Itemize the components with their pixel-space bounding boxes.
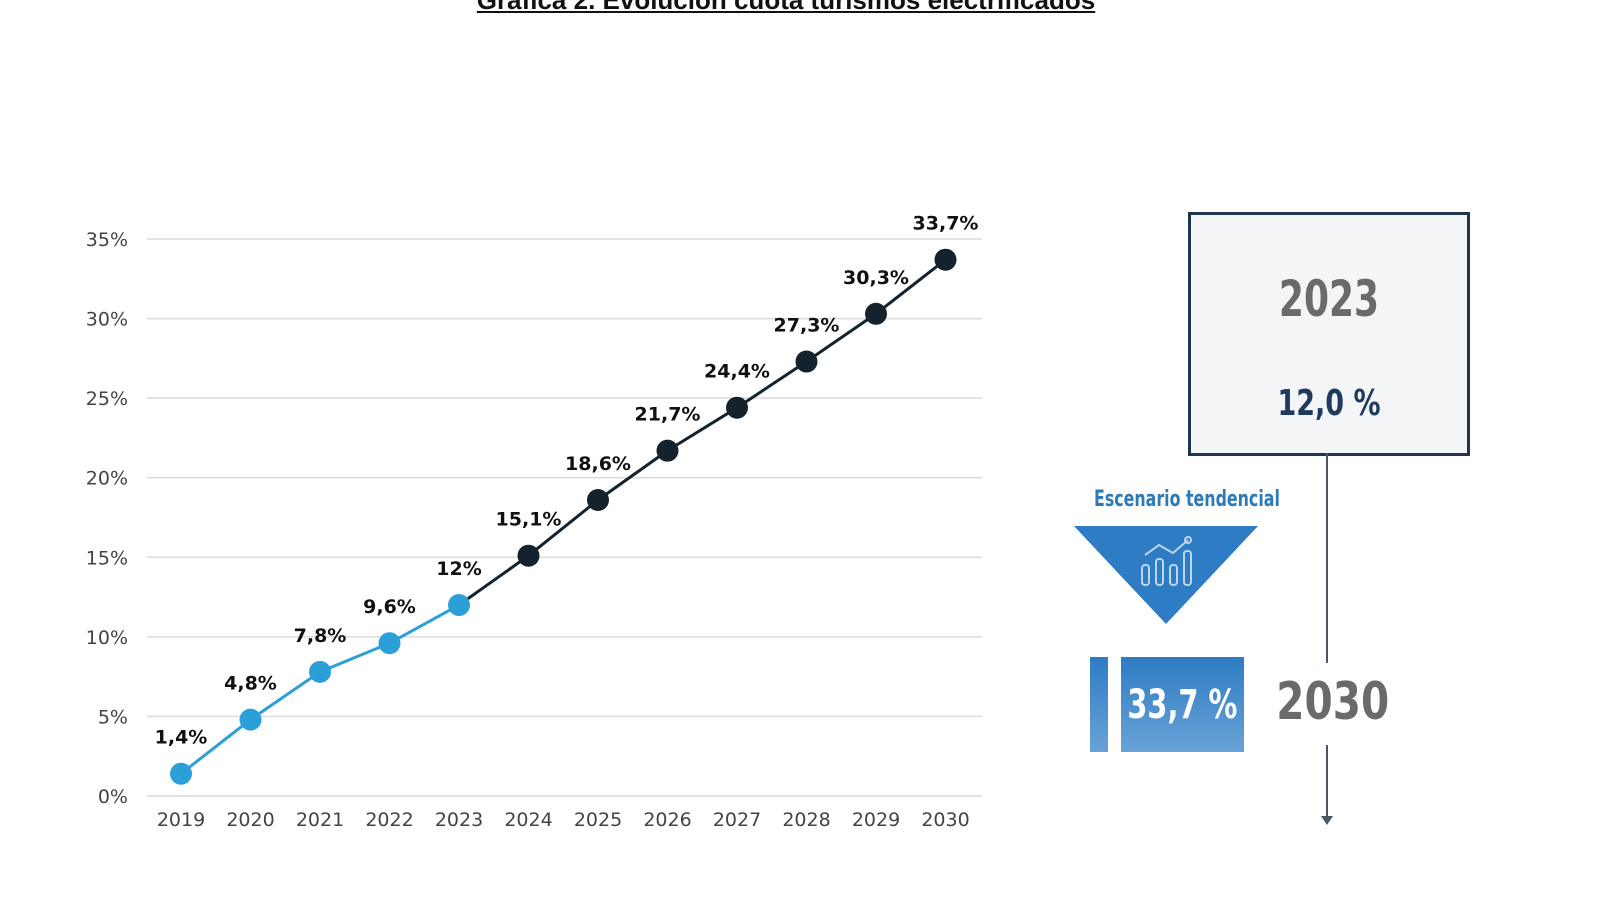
- x-tick-label: 2025: [574, 809, 622, 831]
- x-tick-label: 2024: [504, 809, 552, 831]
- line-chart: 0% 5% 10% 15% 20% 25% 30% 35% 2019 2020 2021 2022 20…: [86, 213, 982, 831]
- data-label: 9,6%: [363, 596, 416, 618]
- series-segment: [736, 360, 808, 409]
- chart-title: Gráfica 2. Evolución cuota turismos elec…: [476, 0, 1096, 15]
- x-tick-label: 2027: [713, 809, 761, 831]
- timeline-line: [1326, 453, 1328, 663]
- data-label: 33,7%: [913, 213, 979, 235]
- data-point: [448, 594, 470, 617]
- data-label: 7,8%: [294, 625, 347, 647]
- series-segment: [875, 258, 947, 315]
- timeline-line: [1326, 745, 1328, 820]
- x-tick-label: 2029: [852, 809, 900, 831]
- x-tick-label: 2028: [782, 809, 830, 831]
- series-segment: [527, 498, 599, 557]
- arrow-down-icon: [1321, 816, 1333, 825]
- chart-growth-icon: [1141, 536, 1192, 586]
- data-point: [378, 632, 401, 655]
- start-year: 2023: [1278, 270, 1380, 328]
- y-tick-label: 30%: [86, 309, 128, 331]
- series-segment: [458, 554, 530, 607]
- y-tick-label: 15%: [86, 547, 128, 569]
- y-tick-label: 20%: [86, 468, 128, 490]
- end-year: 2030: [1276, 672, 1390, 732]
- data-point: [587, 488, 609, 511]
- scenario-label: Escenario tendencial: [1094, 487, 1280, 512]
- data-label: 15,1%: [496, 509, 562, 531]
- series-segment: [319, 641, 391, 674]
- data-point: [656, 439, 679, 462]
- data-point: [726, 396, 748, 419]
- series-segment: [805, 312, 877, 363]
- x-tick-label: 2020: [226, 809, 274, 831]
- data-label: 4,8%: [224, 673, 277, 695]
- y-tick-label: 35%: [86, 229, 128, 251]
- result-bar-accent: [1090, 657, 1108, 752]
- y-tick-label: 10%: [86, 627, 128, 649]
- x-tick-label: 2030: [921, 809, 969, 831]
- series-segment: [666, 406, 738, 452]
- end-value-box: 33,7 %: [1121, 657, 1244, 752]
- y-tick-label: 0%: [98, 786, 128, 808]
- data-point: [795, 350, 818, 373]
- x-tick-label: 2023: [435, 809, 483, 831]
- start-value: 12,0 %: [1277, 383, 1381, 424]
- end-value: 33,7 %: [1127, 681, 1238, 728]
- data-point: [865, 302, 887, 325]
- data-label: 1,4%: [155, 727, 208, 749]
- series-segment: [388, 603, 460, 645]
- x-tick-label: 2019: [157, 809, 205, 831]
- data-point: [934, 248, 957, 271]
- data-point: [517, 544, 540, 567]
- data-label: 12%: [436, 558, 481, 580]
- series-segment: [249, 670, 321, 721]
- data-label: 18,6%: [565, 453, 631, 475]
- data-point: [239, 708, 262, 731]
- y-tick-label: 25%: [86, 388, 128, 410]
- scenario-triangle: [1074, 526, 1258, 624]
- y-tick-label: 5%: [98, 706, 128, 728]
- x-tick-label: 2026: [643, 809, 691, 831]
- start-year-box: 2023 12,0 %: [1188, 212, 1470, 456]
- x-tick-label: 2022: [365, 809, 413, 831]
- data-label: 24,4%: [704, 361, 770, 383]
- series-segment: [180, 718, 252, 775]
- series-segment: [597, 449, 669, 502]
- data-point: [309, 660, 331, 683]
- data-label: 30,3%: [843, 267, 909, 289]
- x-tick-label: 2021: [296, 809, 344, 831]
- data-point: [170, 762, 192, 785]
- data-label: 27,3%: [774, 315, 840, 337]
- data-label: 21,7%: [635, 404, 701, 426]
